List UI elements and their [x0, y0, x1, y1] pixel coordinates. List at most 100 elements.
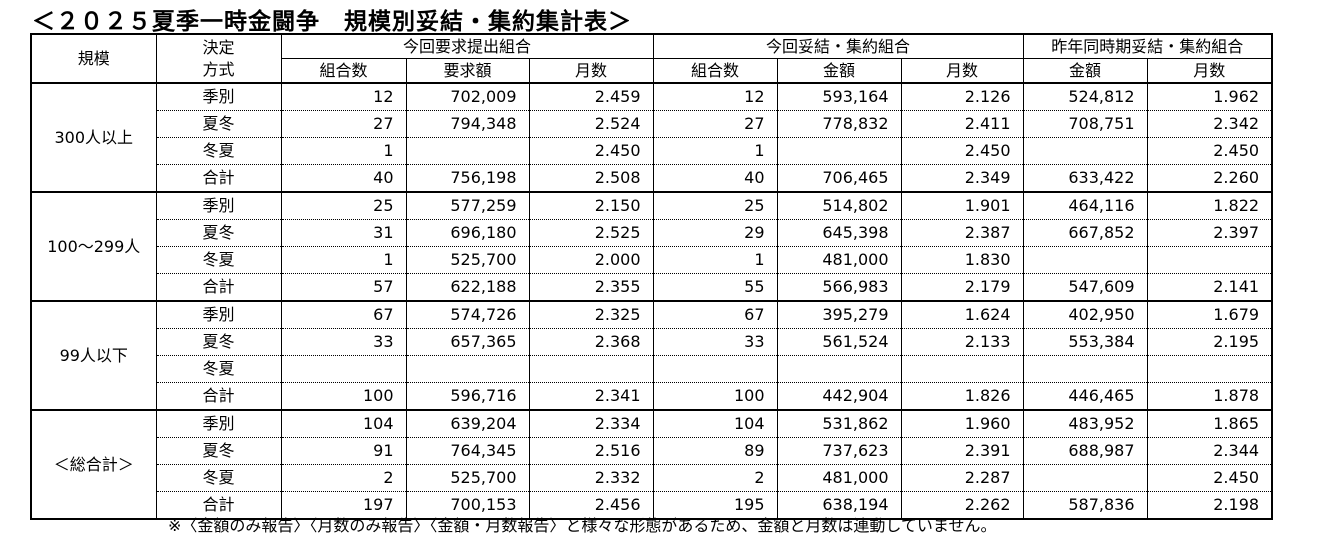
value-cell: [1022, 137, 1148, 165]
title: ＜２０２５夏季一時金闘争 規模別妥結・集約集計表＞: [32, 9, 632, 35]
value-cell: 561,524: [776, 328, 902, 356]
value-cell: 645,398: [776, 219, 902, 247]
value-cell: 566,983: [776, 273, 902, 302]
value-cell: 756,198: [405, 164, 530, 193]
value-cell: 89: [652, 437, 778, 465]
method-cell: 冬夏: [155, 137, 282, 165]
value-cell: 587,836: [1022, 491, 1148, 520]
header-text: 方式: [202, 59, 235, 79]
value-cell: 446,465: [1022, 382, 1148, 411]
value-cell: 2.126: [900, 83, 1024, 111]
value-cell: 593,164: [776, 83, 902, 111]
value-cell: 2.450: [1146, 464, 1273, 492]
method-cell: 冬夏: [155, 246, 282, 274]
value-cell: 2.325: [528, 301, 654, 329]
value-cell: [1022, 246, 1148, 274]
value-cell: 2.397: [1146, 219, 1273, 247]
value-cell: 12: [652, 83, 778, 111]
value-cell: 197: [280, 491, 407, 520]
value-cell: [1146, 246, 1273, 274]
value-cell: 2.260: [1146, 164, 1273, 193]
value-cell: 2.133: [900, 328, 1024, 356]
value-cell: 696,180: [405, 219, 530, 247]
value-cell: 2.391: [900, 437, 1024, 465]
value-cell: [776, 355, 902, 383]
header-cell: 金額: [776, 58, 902, 84]
method-cell: 季別: [155, 410, 282, 438]
method-cell: 季別: [155, 83, 282, 111]
value-cell: 31: [280, 219, 407, 247]
value-cell: 2.387: [900, 219, 1024, 247]
method-cell: 冬夏: [155, 464, 282, 492]
value-cell: 1: [652, 137, 778, 165]
value-cell: 1.826: [900, 382, 1024, 411]
footnote: ※〈金額のみ報告〉〈月数のみ報告〉〈金額・月数報告〉と様々な形態があるため、金額…: [168, 516, 997, 535]
method-cell: 合計: [155, 164, 282, 193]
value-cell: 596,716: [405, 382, 530, 411]
value-cell: 2.341: [528, 382, 654, 411]
header-text: 決定: [202, 37, 235, 57]
value-cell: 2.342: [1146, 110, 1273, 138]
header-cell: 決定 方式: [155, 34, 282, 84]
value-cell: [652, 355, 778, 383]
method-cell: 合計: [155, 382, 282, 411]
value-cell: 2: [652, 464, 778, 492]
value-cell: 25: [652, 192, 778, 220]
value-cell: 514,802: [776, 192, 902, 220]
value-cell: 2.525: [528, 219, 654, 247]
value-cell: 100: [652, 382, 778, 411]
value-cell: 40: [280, 164, 407, 193]
group-cell: 99人以下: [30, 301, 157, 411]
value-cell: 104: [280, 410, 407, 438]
value-cell: 33: [280, 328, 407, 356]
value-cell: 2.344: [1146, 437, 1273, 465]
value-cell: 395,279: [776, 301, 902, 329]
method-cell: 夏冬: [155, 328, 282, 356]
value-cell: 442,904: [776, 382, 902, 411]
value-cell: 737,623: [776, 437, 902, 465]
value-cell: 1.624: [900, 301, 1024, 329]
value-cell: 2.150: [528, 192, 654, 220]
value-cell: [1146, 355, 1273, 383]
value-cell: 2.456: [528, 491, 654, 520]
value-cell: 2.524: [528, 110, 654, 138]
method-cell: 夏冬: [155, 219, 282, 247]
value-cell: [280, 355, 407, 383]
value-cell: 1: [652, 246, 778, 274]
value-cell: 657,365: [405, 328, 530, 356]
value-cell: 633,422: [1022, 164, 1148, 193]
value-cell: 12: [280, 83, 407, 111]
value-cell: [900, 355, 1024, 383]
header-cell: 組合数: [652, 58, 778, 84]
value-cell: 1.962: [1146, 83, 1273, 111]
value-cell: 2.508: [528, 164, 654, 193]
method-cell: 季別: [155, 192, 282, 220]
value-cell: 764,345: [405, 437, 530, 465]
header-cell: 昨年同時期妥結・集約組合: [1022, 34, 1273, 59]
value-cell: 577,259: [405, 192, 530, 220]
value-cell: 2.195: [1146, 328, 1273, 356]
header-cell: 月数: [528, 58, 654, 84]
value-cell: 2.334: [528, 410, 654, 438]
value-cell: 702,009: [405, 83, 530, 111]
value-cell: 2.411: [900, 110, 1024, 138]
value-cell: 91: [280, 437, 407, 465]
value-cell: 104: [652, 410, 778, 438]
value-cell: 27: [280, 110, 407, 138]
value-cell: 1.901: [900, 192, 1024, 220]
method-cell: 冬夏: [155, 355, 282, 383]
value-cell: 2.459: [528, 83, 654, 111]
value-cell: 525,700: [405, 246, 530, 274]
value-cell: 40: [652, 164, 778, 193]
value-cell: 67: [652, 301, 778, 329]
value-cell: 639,204: [405, 410, 530, 438]
value-cell: 1: [280, 137, 407, 165]
value-cell: 706,465: [776, 164, 902, 193]
value-cell: 525,700: [405, 464, 530, 492]
value-cell: 100: [280, 382, 407, 411]
summary-table: 規模 決定 方式 今回要求提出組合 今回妥結・集約組合 昨年同時期妥結・集約組合 …: [30, 33, 1274, 520]
value-cell: 2.198: [1146, 491, 1273, 520]
value-cell: 57: [280, 273, 407, 302]
value-cell: 547,609: [1022, 273, 1148, 302]
